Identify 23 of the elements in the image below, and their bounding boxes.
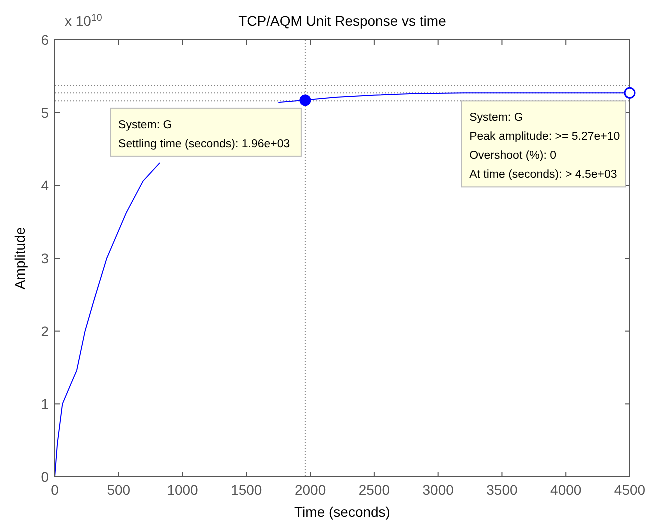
y-tick-label: 0 [41, 469, 50, 485]
y-tick-label: 4 [41, 178, 50, 194]
y-tick-label: 3 [41, 250, 50, 266]
y-tick-label: 5 [41, 104, 50, 121]
x-tick-label: 500 [107, 482, 131, 498]
chart-title: TCP/AQM Unit Response vs time [238, 13, 447, 29]
x-tick-label: 2500 [358, 482, 390, 498]
y-axis-title: Amplitude [12, 227, 28, 290]
x-tick-label: 1000 [167, 482, 199, 498]
y-tick-label: 2 [41, 323, 50, 340]
text: x 10$^{10}$ [65, 12, 103, 29]
x-tick-label: 3500 [486, 482, 518, 498]
x-tick-label: 3000 [422, 482, 454, 498]
annotation: System: G Peak amplitude: >= 5.27e+10 Overshoot (%): 0 At time (seconds): > 4.5e+03 [470, 112, 620, 182]
x-tick-label: 2000 [294, 482, 326, 498]
x-tick-label: 4500 [614, 482, 646, 498]
x-axis-title: Time (seconds) [294, 504, 390, 520]
annotation: System: G Settling time (seconds): 1.96e+03 [118, 119, 290, 150]
y-tick-label: 1 [41, 396, 50, 412]
y-tick-label: 6 [41, 32, 50, 48]
x-tick-label: 1500 [231, 482, 262, 498]
x-tick-label: 4000 [550, 482, 582, 498]
x-tick-label: 0 [51, 482, 60, 498]
